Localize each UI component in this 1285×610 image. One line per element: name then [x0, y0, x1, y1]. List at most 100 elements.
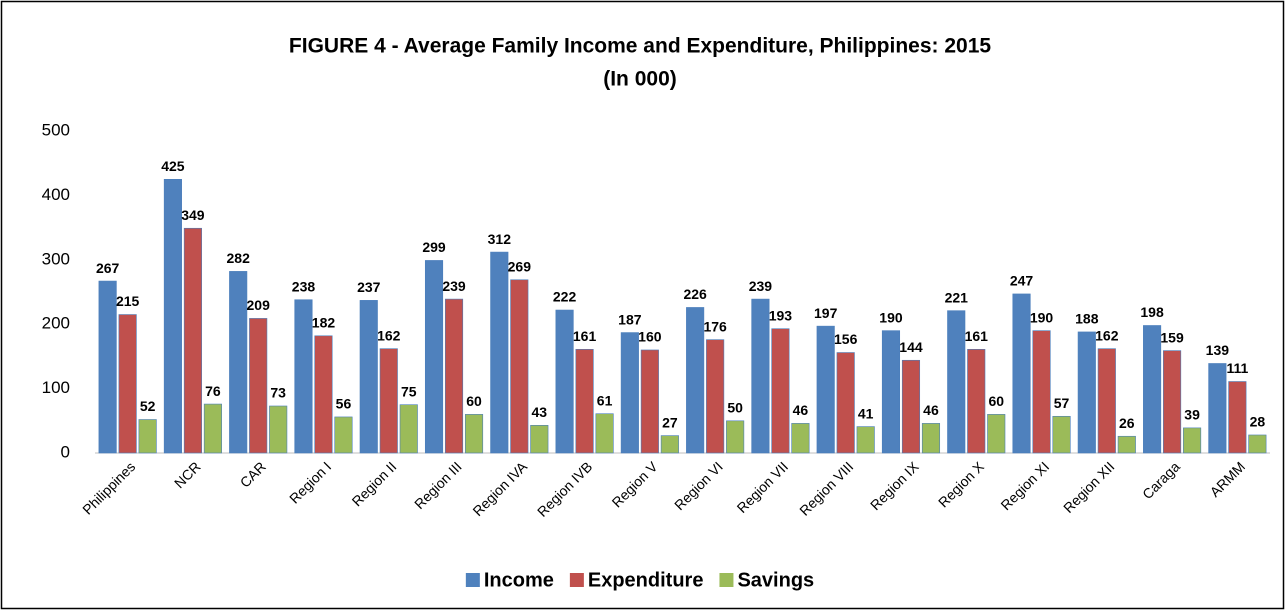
value-label: 156 — [834, 331, 858, 347]
value-label: 222 — [553, 289, 577, 305]
value-label: 60 — [466, 393, 482, 409]
value-label: 57 — [1054, 395, 1070, 411]
value-label: 247 — [1010, 273, 1034, 289]
bar — [1097, 348, 1116, 454]
bar — [1077, 331, 1096, 454]
legend-swatch — [569, 573, 584, 587]
legend-swatch — [465, 573, 480, 587]
bar — [294, 299, 313, 454]
value-label: 239 — [749, 278, 773, 294]
bar — [686, 307, 705, 454]
value-label: 237 — [357, 279, 381, 295]
y-tick-label: 500 — [42, 120, 70, 139]
bar — [118, 314, 137, 454]
bar — [947, 310, 966, 454]
bar — [726, 420, 745, 454]
bar — [640, 349, 659, 454]
bar — [399, 404, 418, 454]
value-label: 162 — [1095, 327, 1119, 343]
bar — [249, 318, 268, 454]
value-label: 182 — [312, 314, 336, 330]
value-label: 28 — [1250, 414, 1266, 430]
bar — [595, 413, 614, 454]
value-label: 61 — [597, 392, 613, 408]
value-label: 76 — [205, 383, 221, 399]
bar — [836, 352, 855, 454]
value-label: 111 — [1226, 360, 1248, 376]
value-label: 56 — [336, 396, 352, 412]
value-label: 239 — [442, 278, 466, 294]
value-label: 60 — [988, 393, 1004, 409]
value-label: 161 — [573, 328, 597, 344]
value-label: 299 — [422, 239, 446, 255]
legend-label: Income — [484, 569, 554, 591]
y-tick-label: 400 — [42, 185, 70, 204]
y-tick-label: 100 — [42, 378, 70, 397]
bar — [203, 403, 222, 454]
value-label: 159 — [1160, 329, 1184, 345]
legend-swatch — [719, 573, 734, 587]
bar — [987, 414, 1006, 454]
value-label: 27 — [662, 414, 678, 430]
value-label: 190 — [879, 309, 903, 325]
value-label: 46 — [793, 402, 809, 418]
bar — [1248, 434, 1267, 454]
bar — [530, 425, 549, 454]
bar — [379, 348, 398, 454]
bar — [1208, 363, 1227, 454]
bar — [881, 330, 901, 454]
bar — [183, 227, 202, 454]
value-label: 43 — [532, 404, 548, 420]
bar — [706, 339, 725, 454]
value-label: 221 — [945, 289, 969, 305]
value-label: 197 — [814, 305, 838, 321]
value-label: 198 — [1140, 304, 1164, 320]
value-label: 41 — [858, 405, 874, 421]
bar — [1143, 325, 1162, 454]
bar — [816, 325, 835, 454]
bar — [856, 426, 875, 454]
value-label: 162 — [377, 327, 401, 343]
bar — [444, 298, 464, 454]
bar — [1228, 381, 1247, 454]
bar — [269, 405, 288, 454]
value-label: 267 — [96, 260, 120, 276]
value-label: 188 — [1075, 311, 1099, 327]
value-label: 215 — [116, 293, 140, 309]
value-label: 209 — [247, 297, 271, 313]
value-label: 193 — [769, 307, 793, 323]
bar — [771, 328, 790, 454]
y-tick-label: 300 — [42, 249, 70, 268]
bar — [1183, 427, 1202, 454]
value-label: 75 — [401, 383, 417, 399]
bar — [555, 309, 574, 454]
bar — [751, 298, 770, 454]
value-label: 425 — [161, 158, 185, 174]
bar — [314, 335, 333, 454]
value-label: 282 — [227, 250, 251, 266]
legend-label: Savings — [737, 569, 814, 591]
value-label: 161 — [965, 328, 989, 344]
value-label: 238 — [292, 278, 316, 294]
value-label: 176 — [703, 318, 727, 334]
chart-subtitle: (In 000) — [603, 68, 677, 91]
legend-label: Expenditure — [588, 569, 704, 591]
bar — [1052, 415, 1071, 454]
value-label: 190 — [1030, 309, 1054, 325]
value-label: 349 — [181, 207, 205, 223]
value-label: 187 — [618, 311, 642, 327]
value-label: 160 — [638, 329, 662, 345]
bar — [163, 179, 182, 454]
bar — [1163, 350, 1182, 454]
bar — [901, 359, 921, 454]
value-label: 73 — [270, 385, 286, 401]
bar — [1117, 435, 1136, 454]
bar — [359, 300, 378, 454]
y-tick-label: 200 — [42, 314, 70, 333]
value-label: 26 — [1119, 415, 1135, 431]
bar — [575, 349, 594, 454]
bar — [490, 251, 509, 454]
value-label: 139 — [1206, 342, 1230, 358]
